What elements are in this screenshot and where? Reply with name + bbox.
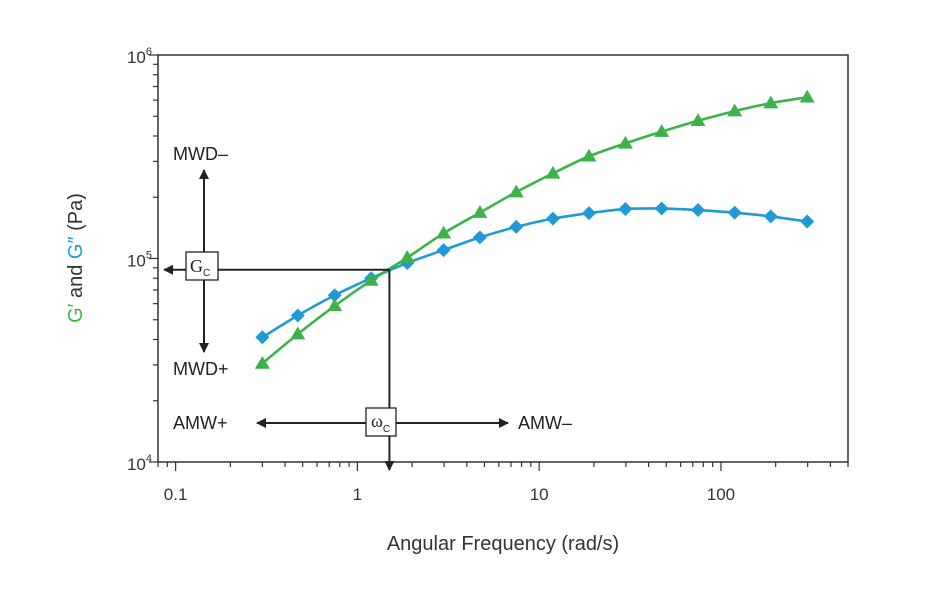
storage-point-11 <box>654 124 670 137</box>
loss-series-line <box>261 207 808 339</box>
y-axis-title-unit: (Pa) <box>65 193 87 236</box>
storage-point-10 <box>617 135 633 149</box>
loss-point-7 <box>509 219 524 234</box>
loss-point-6 <box>472 230 487 245</box>
y-axis-title: G′ and G″ (Pa) <box>65 193 87 323</box>
loss-point-2 <box>327 288 342 303</box>
loss-point-5 <box>436 243 451 258</box>
storage-point-8 <box>545 165 561 179</box>
loss-point-15 <box>800 214 815 229</box>
y-tick-label-1e6-exp: 6 <box>146 46 152 58</box>
gc-box <box>185 251 219 281</box>
x-axis-title: Angular Frequency (rad/s) <box>387 533 619 555</box>
y-axis-title-and: and <box>65 259 87 303</box>
loss-point-10 <box>618 202 633 217</box>
mwd-minus-label: MWD– <box>173 144 228 164</box>
storage-point-9 <box>581 148 597 162</box>
storage-point-13 <box>727 103 743 117</box>
wc-label-sub: C <box>383 424 390 435</box>
storage-point-0 <box>254 355 270 369</box>
storage-point-15 <box>799 89 815 103</box>
wc-label-main: ω <box>371 411 383 431</box>
storage-point-2 <box>327 298 343 312</box>
loss-point-8 <box>545 211 560 226</box>
y-tick-label-1e6-base: 10 <box>127 48 146 67</box>
y-tick-label-1e5: 105 <box>127 250 152 271</box>
loss-point-0 <box>255 330 270 345</box>
y-tick-label-1e5-exp: 5 <box>146 250 152 262</box>
loss-point-11 <box>654 201 669 216</box>
wc-box <box>365 407 397 437</box>
loss-point-13 <box>727 205 742 220</box>
loss-point-14 <box>763 209 778 224</box>
y-tick-label-1e5-base: 10 <box>127 252 146 271</box>
loss-point-1 <box>290 308 305 323</box>
x-tick-label-1: 1 <box>353 485 362 504</box>
loss-point-12 <box>691 203 706 218</box>
storage-series-line <box>261 95 808 365</box>
storage-point-12 <box>690 113 706 127</box>
y-tick-label-1e6: 106 <box>127 46 152 67</box>
amw-plus-label: AMW+ <box>173 413 228 433</box>
storage-point-14 <box>763 95 779 109</box>
wc-label: ωC <box>371 411 390 435</box>
y-tick-label-1e4-base: 10 <box>127 455 146 474</box>
mwd-plus-label: MWD+ <box>173 359 229 379</box>
gc-label-sub: C <box>203 268 210 279</box>
x-tick-label-2: 10 <box>530 485 549 504</box>
storage-point-6 <box>472 205 488 218</box>
gc-label: GC <box>190 256 210 279</box>
storage-point-5 <box>436 225 452 239</box>
amw-minus-label: AMW– <box>518 413 572 433</box>
plot-frame <box>157 54 849 463</box>
storage-point-7 <box>508 184 524 198</box>
gc-label-main: G <box>190 256 203 276</box>
loss-point-9 <box>582 206 597 221</box>
y-axis-title-loss: G″ <box>65 236 87 259</box>
y-tick-label-1e4-exp: 4 <box>146 453 152 465</box>
x-tick-label-0: 0.1 <box>164 485 188 504</box>
series-layer <box>254 89 815 369</box>
storage-point-4 <box>399 250 415 263</box>
storage-point-3 <box>363 272 379 286</box>
y-axis-title-storage: G′ <box>65 303 87 323</box>
x-tick-label-3: 100 <box>707 485 735 504</box>
y-tick-label-1e4: 104 <box>127 453 152 474</box>
y-axis-ticks <box>149 54 158 463</box>
storage-point-1 <box>290 326 306 340</box>
x-axis-ticks <box>157 462 849 471</box>
